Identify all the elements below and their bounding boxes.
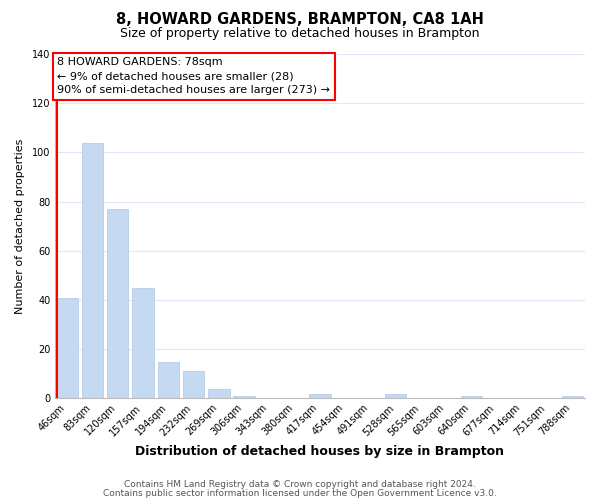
X-axis label: Distribution of detached houses by size in Brampton: Distribution of detached houses by size …	[136, 444, 505, 458]
Bar	[461, 396, 482, 398]
Bar	[56, 298, 78, 398]
Text: 8 HOWARD GARDENS: 78sqm
← 9% of detached houses are smaller (28)
90% of semi-det: 8 HOWARD GARDENS: 78sqm ← 9% of detached…	[57, 58, 330, 96]
Bar	[385, 394, 406, 398]
Text: 8, HOWARD GARDENS, BRAMPTON, CA8 1AH: 8, HOWARD GARDENS, BRAMPTON, CA8 1AH	[116, 12, 484, 28]
Bar	[309, 394, 331, 398]
Text: Contains HM Land Registry data © Crown copyright and database right 2024.: Contains HM Land Registry data © Crown c…	[124, 480, 476, 489]
Text: Size of property relative to detached houses in Brampton: Size of property relative to detached ho…	[120, 28, 480, 40]
Bar	[132, 288, 154, 399]
Bar	[82, 142, 103, 398]
Text: Contains public sector information licensed under the Open Government Licence v3: Contains public sector information licen…	[103, 488, 497, 498]
Bar	[562, 396, 583, 398]
Bar	[107, 209, 128, 398]
Bar	[183, 372, 204, 398]
Bar	[233, 396, 255, 398]
Y-axis label: Number of detached properties: Number of detached properties	[15, 138, 25, 314]
Bar	[158, 362, 179, 399]
Bar	[208, 388, 230, 398]
